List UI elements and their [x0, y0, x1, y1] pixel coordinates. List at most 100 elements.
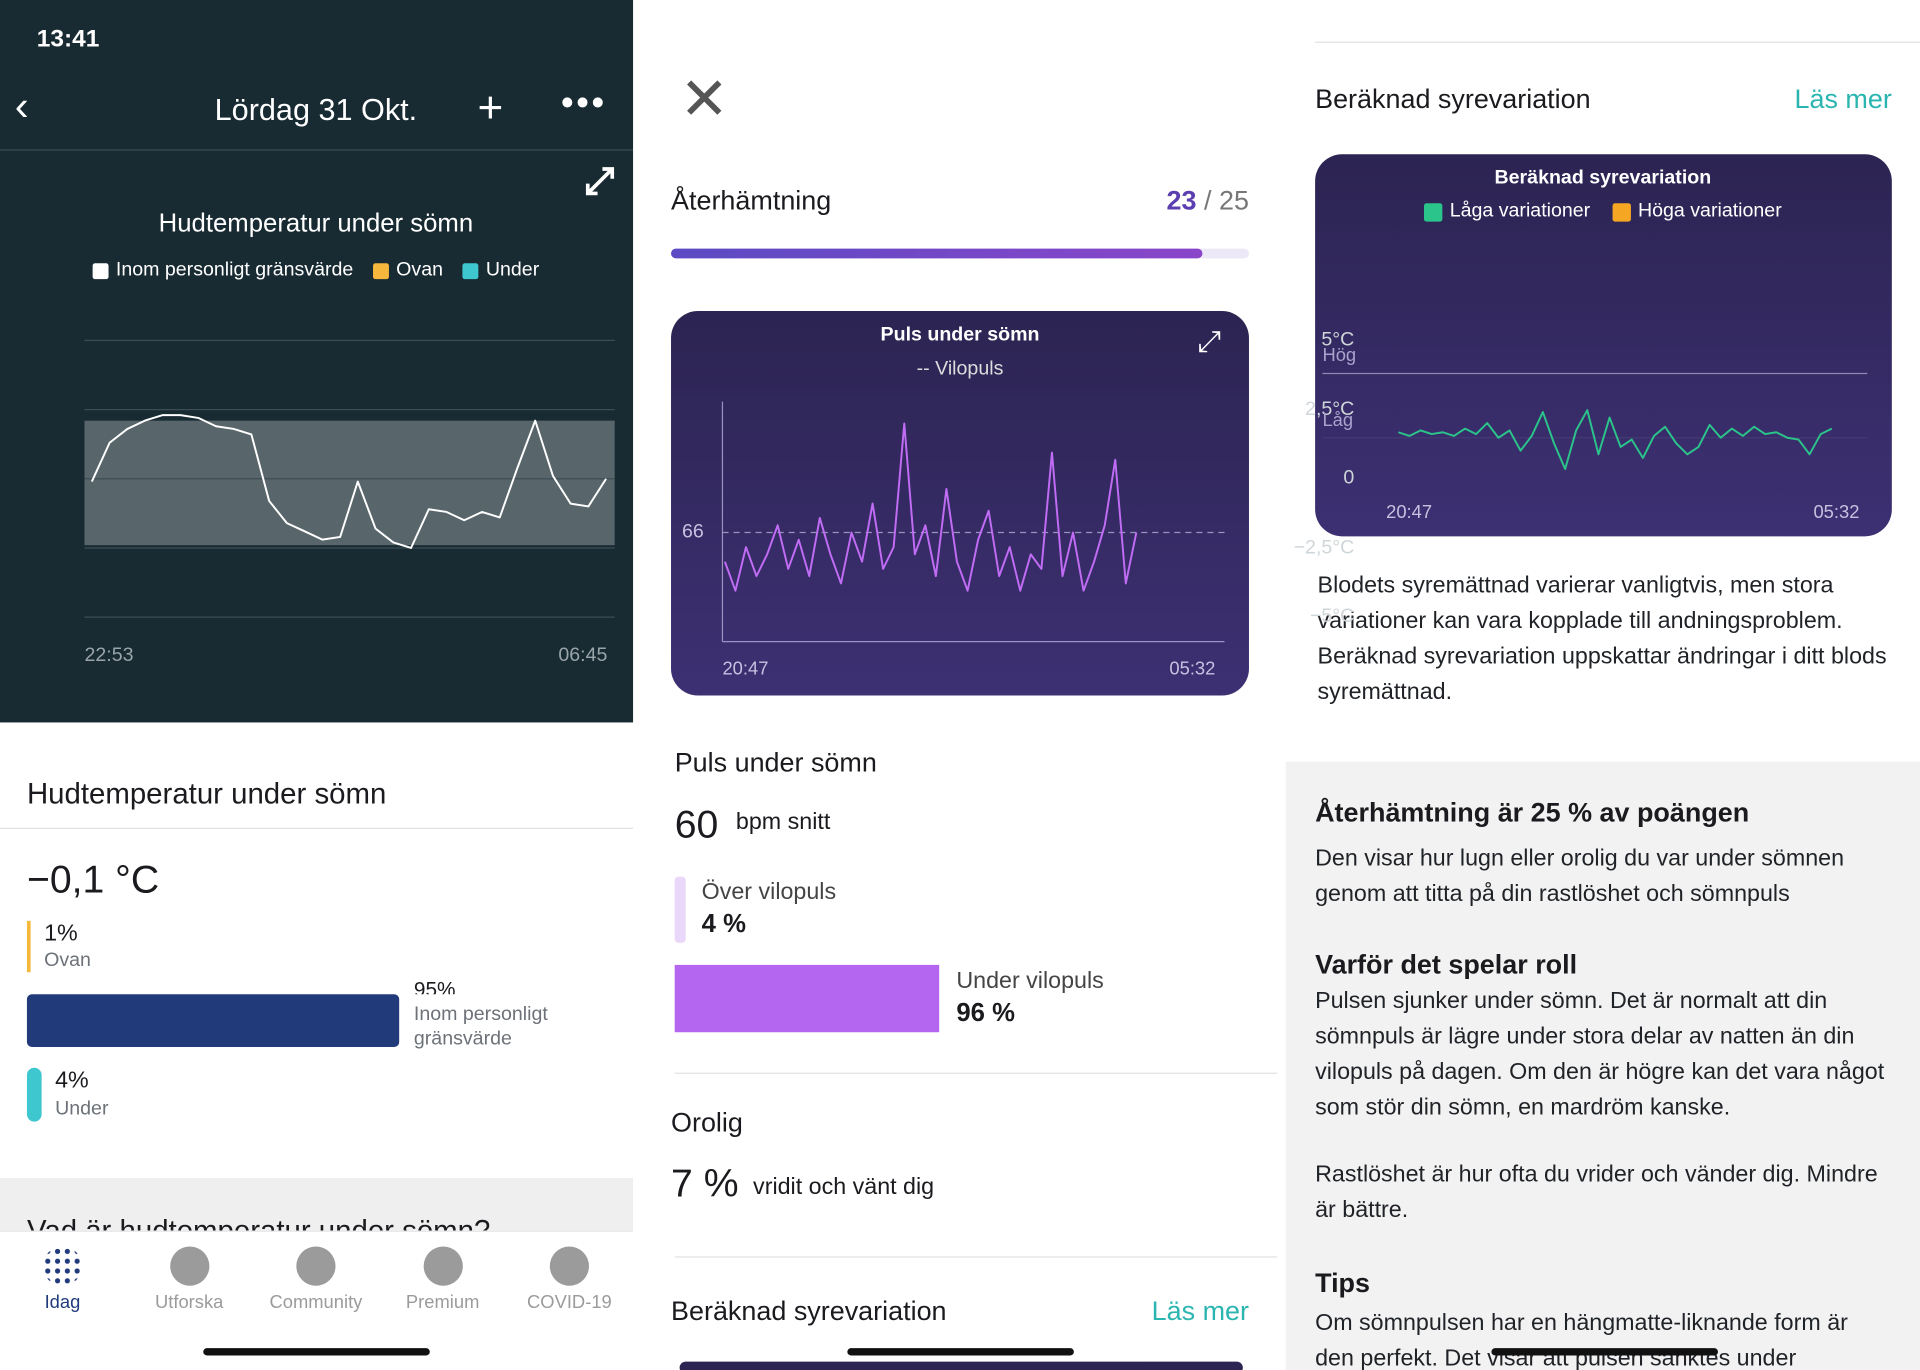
divider [674, 1072, 1278, 1074]
legend-item: Inom personligt gränsvärde [92, 259, 354, 281]
label: Över vilopuls [701, 879, 837, 905]
legend-swatch [1423, 202, 1443, 222]
home-indicator [847, 1348, 1074, 1356]
avg-value: 60 [674, 802, 719, 847]
legend-item: Låga variationer [1423, 201, 1590, 222]
section-heading: Beräknad syrevariation [1315, 83, 1591, 114]
legend-item: Under [462, 260, 539, 281]
score-max: / 25 [1204, 184, 1249, 216]
tab-icon[interactable] [296, 1246, 336, 1286]
dark-panel [0, 0, 634, 723]
legend-swatch [372, 262, 389, 279]
y-tick-label: 5°C [1321, 329, 1355, 351]
y-tick-label: −5°C [1309, 606, 1355, 627]
divider [0, 827, 634, 829]
section-text: Om sömnpulsen har en hängmatte-liknande … [1315, 1310, 1848, 1370]
close-button[interactable]: ✕ [679, 67, 729, 133]
percent: 4 % [701, 909, 746, 938]
score: 23 / 25 [1167, 187, 1249, 214]
header-title: Lördag 31 Okt. [214, 93, 418, 128]
label: Ovan [44, 950, 91, 972]
progress-fill [671, 248, 1203, 259]
status-time: 13:41 [36, 25, 100, 53]
y-tick-label: 2,5°C [1305, 398, 1355, 420]
section-text: Den visar hur lugn eller orolig du var u… [1315, 846, 1845, 908]
x-label: 06:45 [558, 645, 608, 667]
more-button[interactable]: ••• [560, 83, 607, 124]
y-tick-label: 0 [1343, 467, 1355, 489]
chart-title: Hudtemperatur under sömn [158, 209, 474, 238]
percent: 95% [413, 979, 456, 995]
legend-label: Ovan [396, 259, 443, 281]
chart-card [1315, 154, 1892, 537]
percent: 96 % [956, 999, 1015, 1028]
temp-value: −0,1 °C [26, 857, 160, 902]
chart-title: Puls under sömn [880, 324, 1040, 346]
legend-swatch [462, 262, 479, 279]
percent-bar [674, 964, 940, 1033]
indicator [26, 1067, 42, 1122]
tab-icon[interactable] [169, 1246, 209, 1286]
x-label: 05:32 [1813, 502, 1860, 523]
section-text: Rastlöshet är hur ofta du vrider och vän… [1315, 1162, 1878, 1224]
tab-label[interactable]: Utforska [154, 1291, 224, 1313]
section-heading: Vad är hudtemperatur under sömn? [27, 1217, 490, 1231]
legend-item: Ovan [372, 259, 443, 281]
percent-bar [674, 876, 686, 943]
section-heading: Beräknad syrevariation [671, 1295, 947, 1327]
tab-label[interactable]: Idag [44, 1291, 81, 1313]
divider [674, 1256, 1278, 1258]
section-heading: Tips [1315, 1267, 1370, 1298]
description: Blodets syremättnad varierar vanligtvis,… [1317, 573, 1887, 706]
read-more[interactable]: Läs mer [1794, 83, 1892, 114]
y-tick-label: −2,5°C [1293, 536, 1355, 558]
divider [0, 149, 634, 151]
legend-label: Inom personligt gränsvärde [115, 259, 354, 281]
expand-icon[interactable]: ⤢ [1197, 325, 1222, 359]
divider [1315, 41, 1920, 43]
percent: 1% [44, 920, 78, 947]
section-heading: Återhämtning är 25 % av poängen [1315, 797, 1750, 828]
tab-icon[interactable] [549, 1246, 589, 1286]
next-section: Vad är hudtemperatur under sömn? [0, 1177, 634, 1231]
section-heading: Hudtemperatur under sömn [26, 777, 387, 811]
tab-label[interactable]: COVID-19 [527, 1291, 612, 1313]
restless-text: vridit och vänt dig [753, 1174, 935, 1201]
label: Under [55, 1098, 109, 1120]
legend-item: Höga variationer [1612, 200, 1782, 222]
restless-value: 7 % [671, 1160, 739, 1205]
home-indicator [203, 1348, 430, 1356]
y-tick-label: 66 [682, 521, 704, 543]
card-edge [679, 1361, 1243, 1370]
chart-subtitle: -- Vilopuls [916, 358, 1004, 380]
section-heading: Puls under sömn [674, 746, 877, 778]
section-title: Återhämtning [671, 184, 832, 216]
read-more[interactable]: Läs mer [1151, 1295, 1249, 1327]
chart-title: Beräknad syrevariation [1494, 167, 1712, 189]
label: Under vilopuls [956, 968, 1104, 995]
percent: 4% [55, 1067, 89, 1094]
x-label: 20:47 [722, 658, 769, 680]
x-label: 05:32 [1169, 658, 1216, 680]
x-label: 22:53 [84, 645, 134, 667]
legend-swatch [92, 262, 109, 279]
section-text: Pulsen sjunker under sömn. Det är normal… [1315, 988, 1885, 1121]
x-label: 20:47 [1386, 502, 1433, 523]
tab-label[interactable]: Premium [405, 1291, 480, 1313]
add-button[interactable]: + [477, 82, 504, 133]
score-value: 23 [1166, 184, 1197, 216]
back-button[interactable]: ‹ [14, 83, 29, 130]
label: Inom personligt gränsvärde [413, 1004, 548, 1050]
legend: Låga variationer Höga variationer [1423, 200, 1782, 222]
y-tick-label: Låg [1322, 409, 1354, 431]
tab-bar: Idag Utforska Community Premium COVID-19 [0, 1230, 634, 1370]
tab-icon[interactable] [423, 1246, 463, 1286]
tab-label[interactable]: Community [269, 1291, 363, 1313]
tab-icon[interactable] [42, 1246, 83, 1286]
home-indicator [1491, 1348, 1718, 1356]
section-heading: Varför det spelar roll [1315, 948, 1578, 980]
legend-label: Höga variationer [1637, 200, 1782, 222]
indicator [26, 920, 31, 973]
legend-swatch [1612, 202, 1631, 222]
